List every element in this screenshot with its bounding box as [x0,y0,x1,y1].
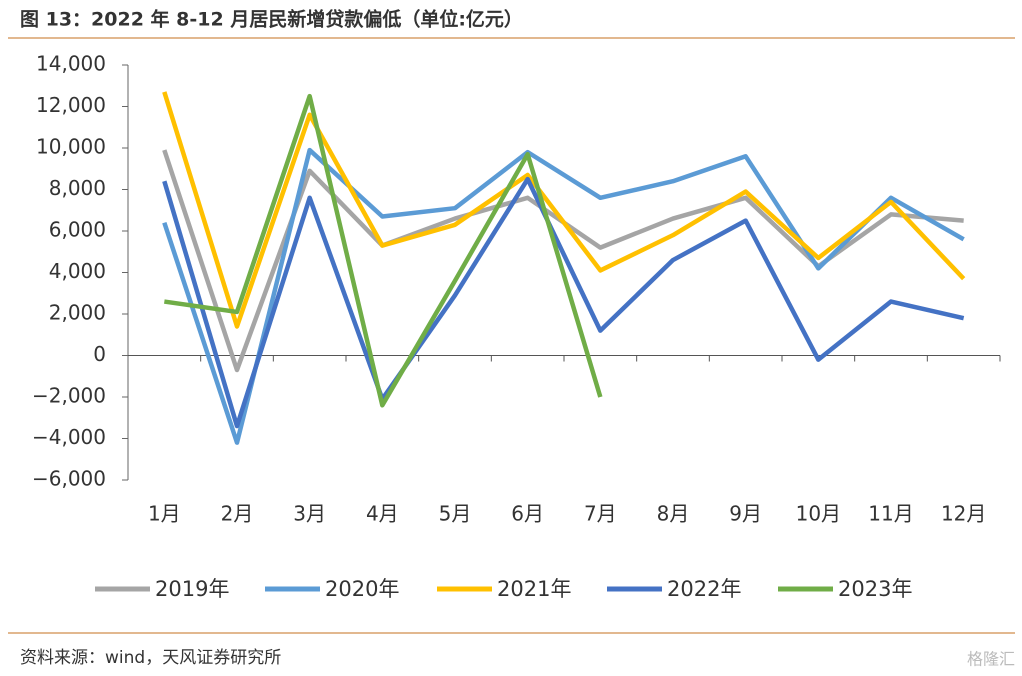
y-tick-label: 6,000 [49,218,106,242]
y-tick-label: −2,000 [32,384,106,408]
x-tick-label: 12月 [941,502,986,526]
y-tick-label: 0 [93,342,106,366]
y-tick-label: 10,000 [36,135,106,159]
x-tick-label: 3月 [293,502,326,526]
x-tick-label: 11月 [868,502,913,526]
x-tick-label: 9月 [729,502,762,526]
x-tick-label: 1月 [148,502,181,526]
legend-label: 2023年 [838,577,912,601]
series-line [162,176,965,429]
legend-label: 2020年 [325,577,399,601]
series-line [162,147,965,445]
y-tick-label: −6,000 [32,467,106,491]
y-tick-label: −4,000 [32,425,106,449]
x-tick-label: 8月 [657,502,690,526]
watermark: 格隆汇 [967,650,1015,669]
x-tick-label: 5月 [439,502,472,526]
x-tick-label: 6月 [511,502,544,526]
y-tick-label: 12,000 [36,93,106,117]
legend-label: 2021年 [497,577,571,601]
series-line [164,93,603,408]
y-tick-label: 4,000 [49,259,106,283]
series-line [162,91,966,329]
source: 资料来源：wind，天风证券研究所 [20,648,281,668]
y-tick-label: 14,000 [36,52,106,76]
title: 图 13：2022 年 8-12 月居民新增贷款偏低（单位:亿元） [20,8,523,31]
x-tick-label: 7月 [584,502,617,526]
x-tick-label: 4月 [366,502,399,526]
x-tick-label: 2月 [221,502,254,526]
y-tick-label: 8,000 [49,176,106,200]
x-tick-label: 10月 [796,502,841,526]
legend-label: 2022年 [667,577,741,601]
y-tick-label: 2,000 [49,301,106,325]
legend-label: 2019年 [155,577,229,601]
